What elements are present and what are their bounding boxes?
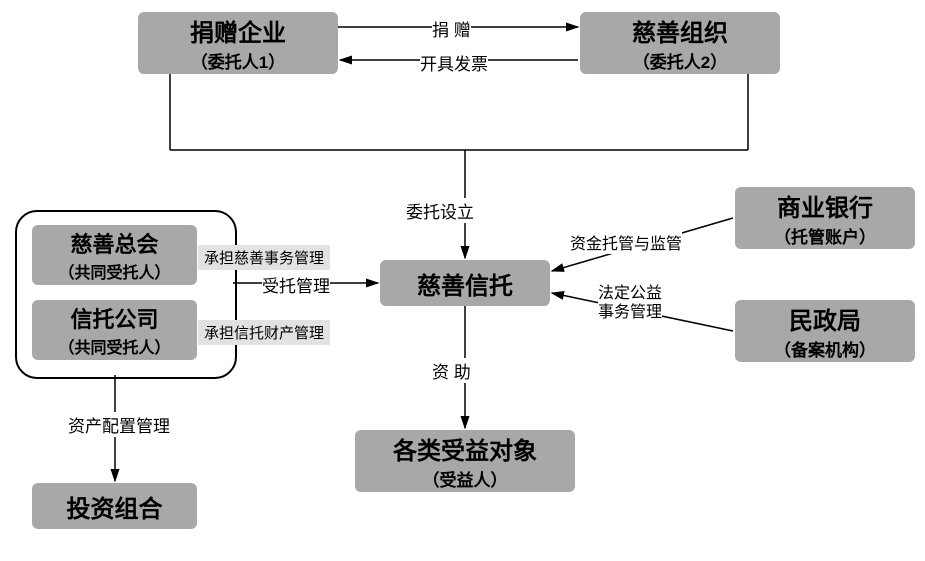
node-charity-org-sub: （委托人2） [633, 48, 727, 73]
label-asset-alloc: 资产配置管理 [68, 412, 170, 437]
node-beneficiary-title: 各类受益对象 [393, 431, 537, 466]
node-portfolio-title: 投资组合 [67, 489, 163, 524]
node-beneficiary-sub: （受益人） [423, 466, 508, 491]
node-charity-org-title: 慈善组织 [632, 13, 728, 48]
tag-charity-mgmt: 承担慈善事务管理 [198, 245, 330, 270]
node-foundation-title: 慈善总会 [70, 227, 158, 259]
node-trust-center: 慈善信托 [380, 260, 550, 306]
node-charity-org: 慈善组织 （委托人2） [580, 12, 780, 74]
node-bank-sub: （托管账户） [774, 223, 876, 248]
node-donor-title: 捐赠企业 [190, 13, 286, 48]
node-foundation-sub: （共同受托人） [58, 259, 170, 283]
node-bank: 商业银行 （托管账户） [735, 187, 915, 249]
node-donor-sub: （委托人1） [191, 48, 285, 73]
node-civil: 民政局 （备案机构） [735, 300, 915, 362]
tag-trust-property-mgmt: 承担信托财产管理 [198, 320, 330, 345]
node-trust-company-sub: （共同受托人） [58, 334, 170, 358]
node-beneficiary: 各类受益对象 （受益人） [355, 430, 575, 492]
label-fund-custody: 资金托管与监管 [570, 230, 682, 254]
node-trust-company: 信托公司 （共同受托人） [32, 300, 197, 360]
node-trust-center-title: 慈善信托 [417, 266, 513, 301]
label-establish: 委托设立 [406, 198, 474, 223]
label-donate: 捐 赠 [432, 16, 471, 41]
node-bank-title: 商业银行 [777, 188, 873, 223]
node-foundation: 慈善总会 （共同受托人） [32, 225, 197, 285]
node-portfolio: 投资组合 [32, 483, 197, 529]
label-invoice: 开具发票 [420, 50, 488, 75]
label-entrust-mgmt: 受托管理 [262, 272, 330, 297]
node-civil-title: 民政局 [789, 301, 861, 336]
node-trust-company-title: 信托公司 [70, 302, 158, 334]
node-civil-sub: （备案机构） [774, 336, 876, 361]
label-legal-public: 法定公益 事务管理 [598, 284, 662, 322]
label-aid: 资 助 [432, 358, 471, 383]
diagram-canvas: 捐赠企业 （委托人1） 慈善组织 （委托人2） 商业银行 （托管账户） 民政局 … [0, 0, 925, 561]
node-donor: 捐赠企业 （委托人1） [138, 12, 338, 74]
